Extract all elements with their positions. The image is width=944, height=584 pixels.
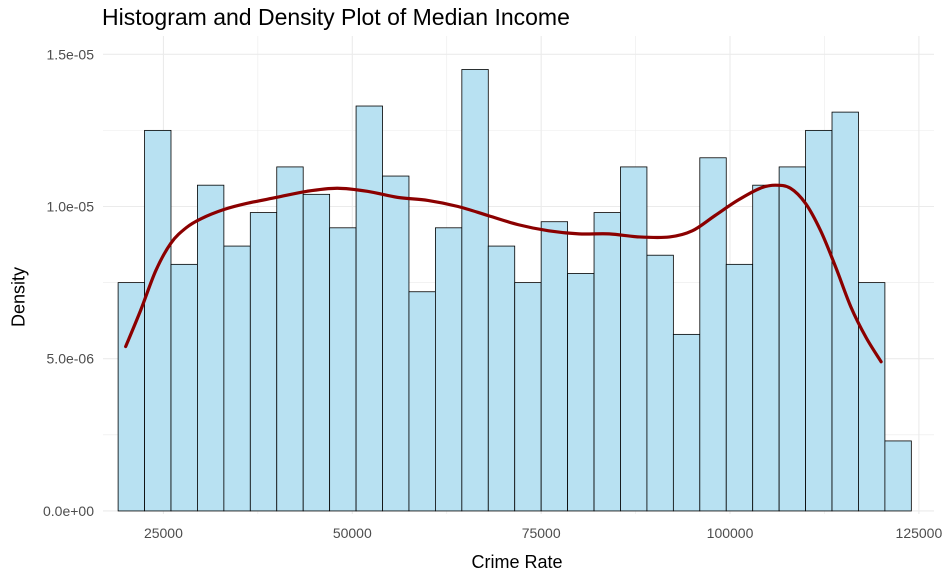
histogram-bar: [487, 245, 516, 512]
density-curve: [124, 183, 883, 364]
x-tick-label: 75000: [522, 525, 561, 541]
histogram-bar: [329, 227, 357, 512]
histogram-bar: [434, 227, 463, 512]
histogram-bar: [144, 129, 172, 512]
histogram-bar: [408, 291, 436, 512]
histogram-bars: [117, 69, 912, 512]
histogram-bar: [355, 105, 383, 512]
x-tick-label: 50000: [333, 525, 372, 541]
histogram-bar: [249, 212, 278, 512]
histogram-bar: [884, 440, 912, 512]
y-tick-label: 1.5e-05: [47, 46, 95, 62]
histogram-bar: [672, 333, 701, 512]
y-tick-label: 1.0e-05: [47, 198, 95, 214]
y-axis-label: Density: [8, 266, 29, 328]
histogram-bar: [540, 221, 569, 512]
histogram-bar: [223, 245, 251, 512]
histogram-bar: [302, 193, 331, 512]
y-tick-label: 0.0e+00: [43, 503, 94, 519]
histogram-bar: [593, 212, 621, 512]
histogram-bar: [725, 263, 754, 512]
x-axis-label: Crime Rate: [471, 552, 563, 572]
histogram-bar: [646, 254, 674, 512]
histogram-bar: [514, 282, 542, 512]
x-tick-label: 125000: [896, 525, 943, 541]
x-tick-label: 25000: [144, 525, 183, 541]
histogram-bar: [197, 184, 225, 512]
histogram-bar: [276, 166, 304, 512]
histogram-bar: [778, 166, 806, 512]
histogram-bar: [805, 129, 833, 512]
histogram-bar: [461, 69, 489, 512]
x-tick-label: 100000: [707, 525, 754, 541]
histogram-bar: [117, 282, 145, 512]
histogram-bar: [620, 166, 648, 512]
histogram-bar: [567, 273, 595, 512]
histogram-bar: [752, 184, 780, 512]
y-tick-labels: 0.0e+00 5.0e-06 1.0e-05 1.5e-05: [43, 46, 94, 519]
histogram-bar: [858, 282, 886, 512]
chart-title: Histogram and Density Plot of Median Inc…: [102, 4, 570, 30]
x-tick-labels: 25000 50000 75000 100000 125000: [144, 525, 942, 541]
histogram-bar: [170, 263, 198, 512]
y-tick-label: 5.0e-06: [47, 351, 95, 367]
histogram-bar: [382, 175, 410, 512]
